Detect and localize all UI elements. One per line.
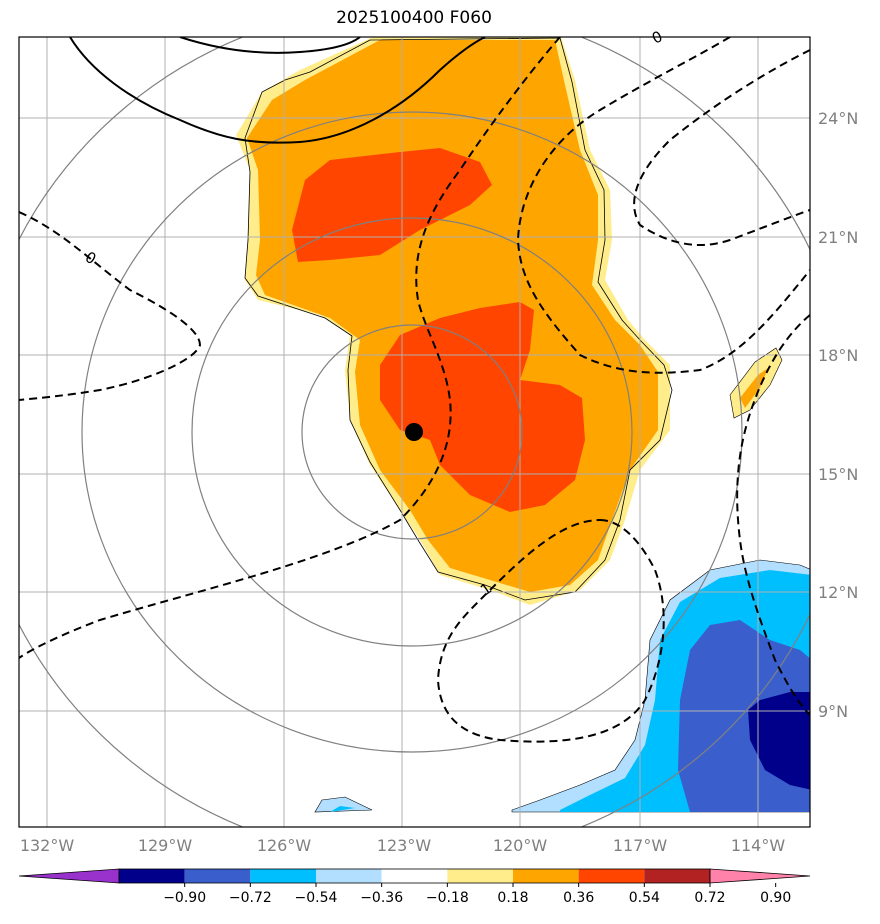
contour-label-west: 0 — [82, 248, 99, 268]
lon-label: 123°W — [377, 836, 432, 855]
lon-label: 120°W — [493, 836, 548, 855]
colorbar-segment — [578, 869, 645, 883]
range-rings — [19, 37, 810, 827]
colorbar-tick-label: −0.36 — [360, 890, 403, 906]
graticule — [19, 37, 810, 827]
colorbar-tick-label: 0.54 — [629, 890, 660, 906]
colorbar-tick-label: 0.90 — [760, 890, 791, 906]
dashed-contours — [19, 37, 810, 743]
colorbar-segment — [644, 869, 710, 883]
colorbar-segment — [381, 869, 448, 883]
lon-label: 114°W — [731, 836, 786, 855]
colorbar-segment — [119, 869, 185, 883]
colorbar-segment — [513, 869, 579, 883]
colorbar-tick-label: −0.90 — [163, 890, 206, 906]
positive-anomaly-core-north — [292, 148, 492, 262]
lat-label: 21°N — [818, 228, 858, 247]
lon-label: 129°W — [138, 836, 193, 855]
colorbar-segment — [250, 869, 316, 883]
colorbar-segment — [316, 869, 382, 883]
colorbar-segment — [447, 869, 513, 883]
colorbar-tick-label: 0.36 — [563, 890, 594, 906]
colorbar-tick-label: −0.54 — [295, 890, 338, 906]
negative-anomaly-islet-core — [330, 806, 355, 812]
lat-label: 12°N — [818, 583, 858, 602]
lat-label: 15°N — [818, 465, 858, 484]
map-title: 2025100400 F060 — [336, 8, 492, 28]
map-frame — [18, 36, 811, 828]
lon-label: 126°W — [257, 836, 312, 855]
negative-anomaly-core — [748, 692, 810, 790]
lon-label: 117°W — [613, 836, 668, 855]
colorbar: −0.90 −0.72 −0.54 −0.36 −0.18 0.18 0.36 0.54 0.7… — [18, 868, 811, 906]
colorbar-extend-low — [18, 868, 120, 884]
colorbar-segment — [184, 869, 251, 883]
colorbar-tick-label: 0.18 — [497, 890, 528, 906]
colorbar-tick-label: −0.18 — [426, 890, 469, 906]
lat-label: 9°N — [818, 702, 848, 721]
lat-label: 18°N — [818, 346, 858, 365]
colorbar-frame — [118, 868, 711, 884]
lon-label: 132°W — [20, 836, 75, 855]
negative-anomaly-islet — [314, 796, 373, 813]
colorbar-tick-label: −0.72 — [229, 890, 272, 906]
solid-contours — [69, 37, 486, 144]
colorbar-extend-high — [709, 868, 811, 884]
colorbar-tick-label: 0.72 — [694, 890, 725, 906]
lat-label: 24°N — [818, 109, 858, 128]
positive-anomaly-islet-core — [740, 368, 768, 408]
storm-center-marker — [405, 423, 423, 441]
